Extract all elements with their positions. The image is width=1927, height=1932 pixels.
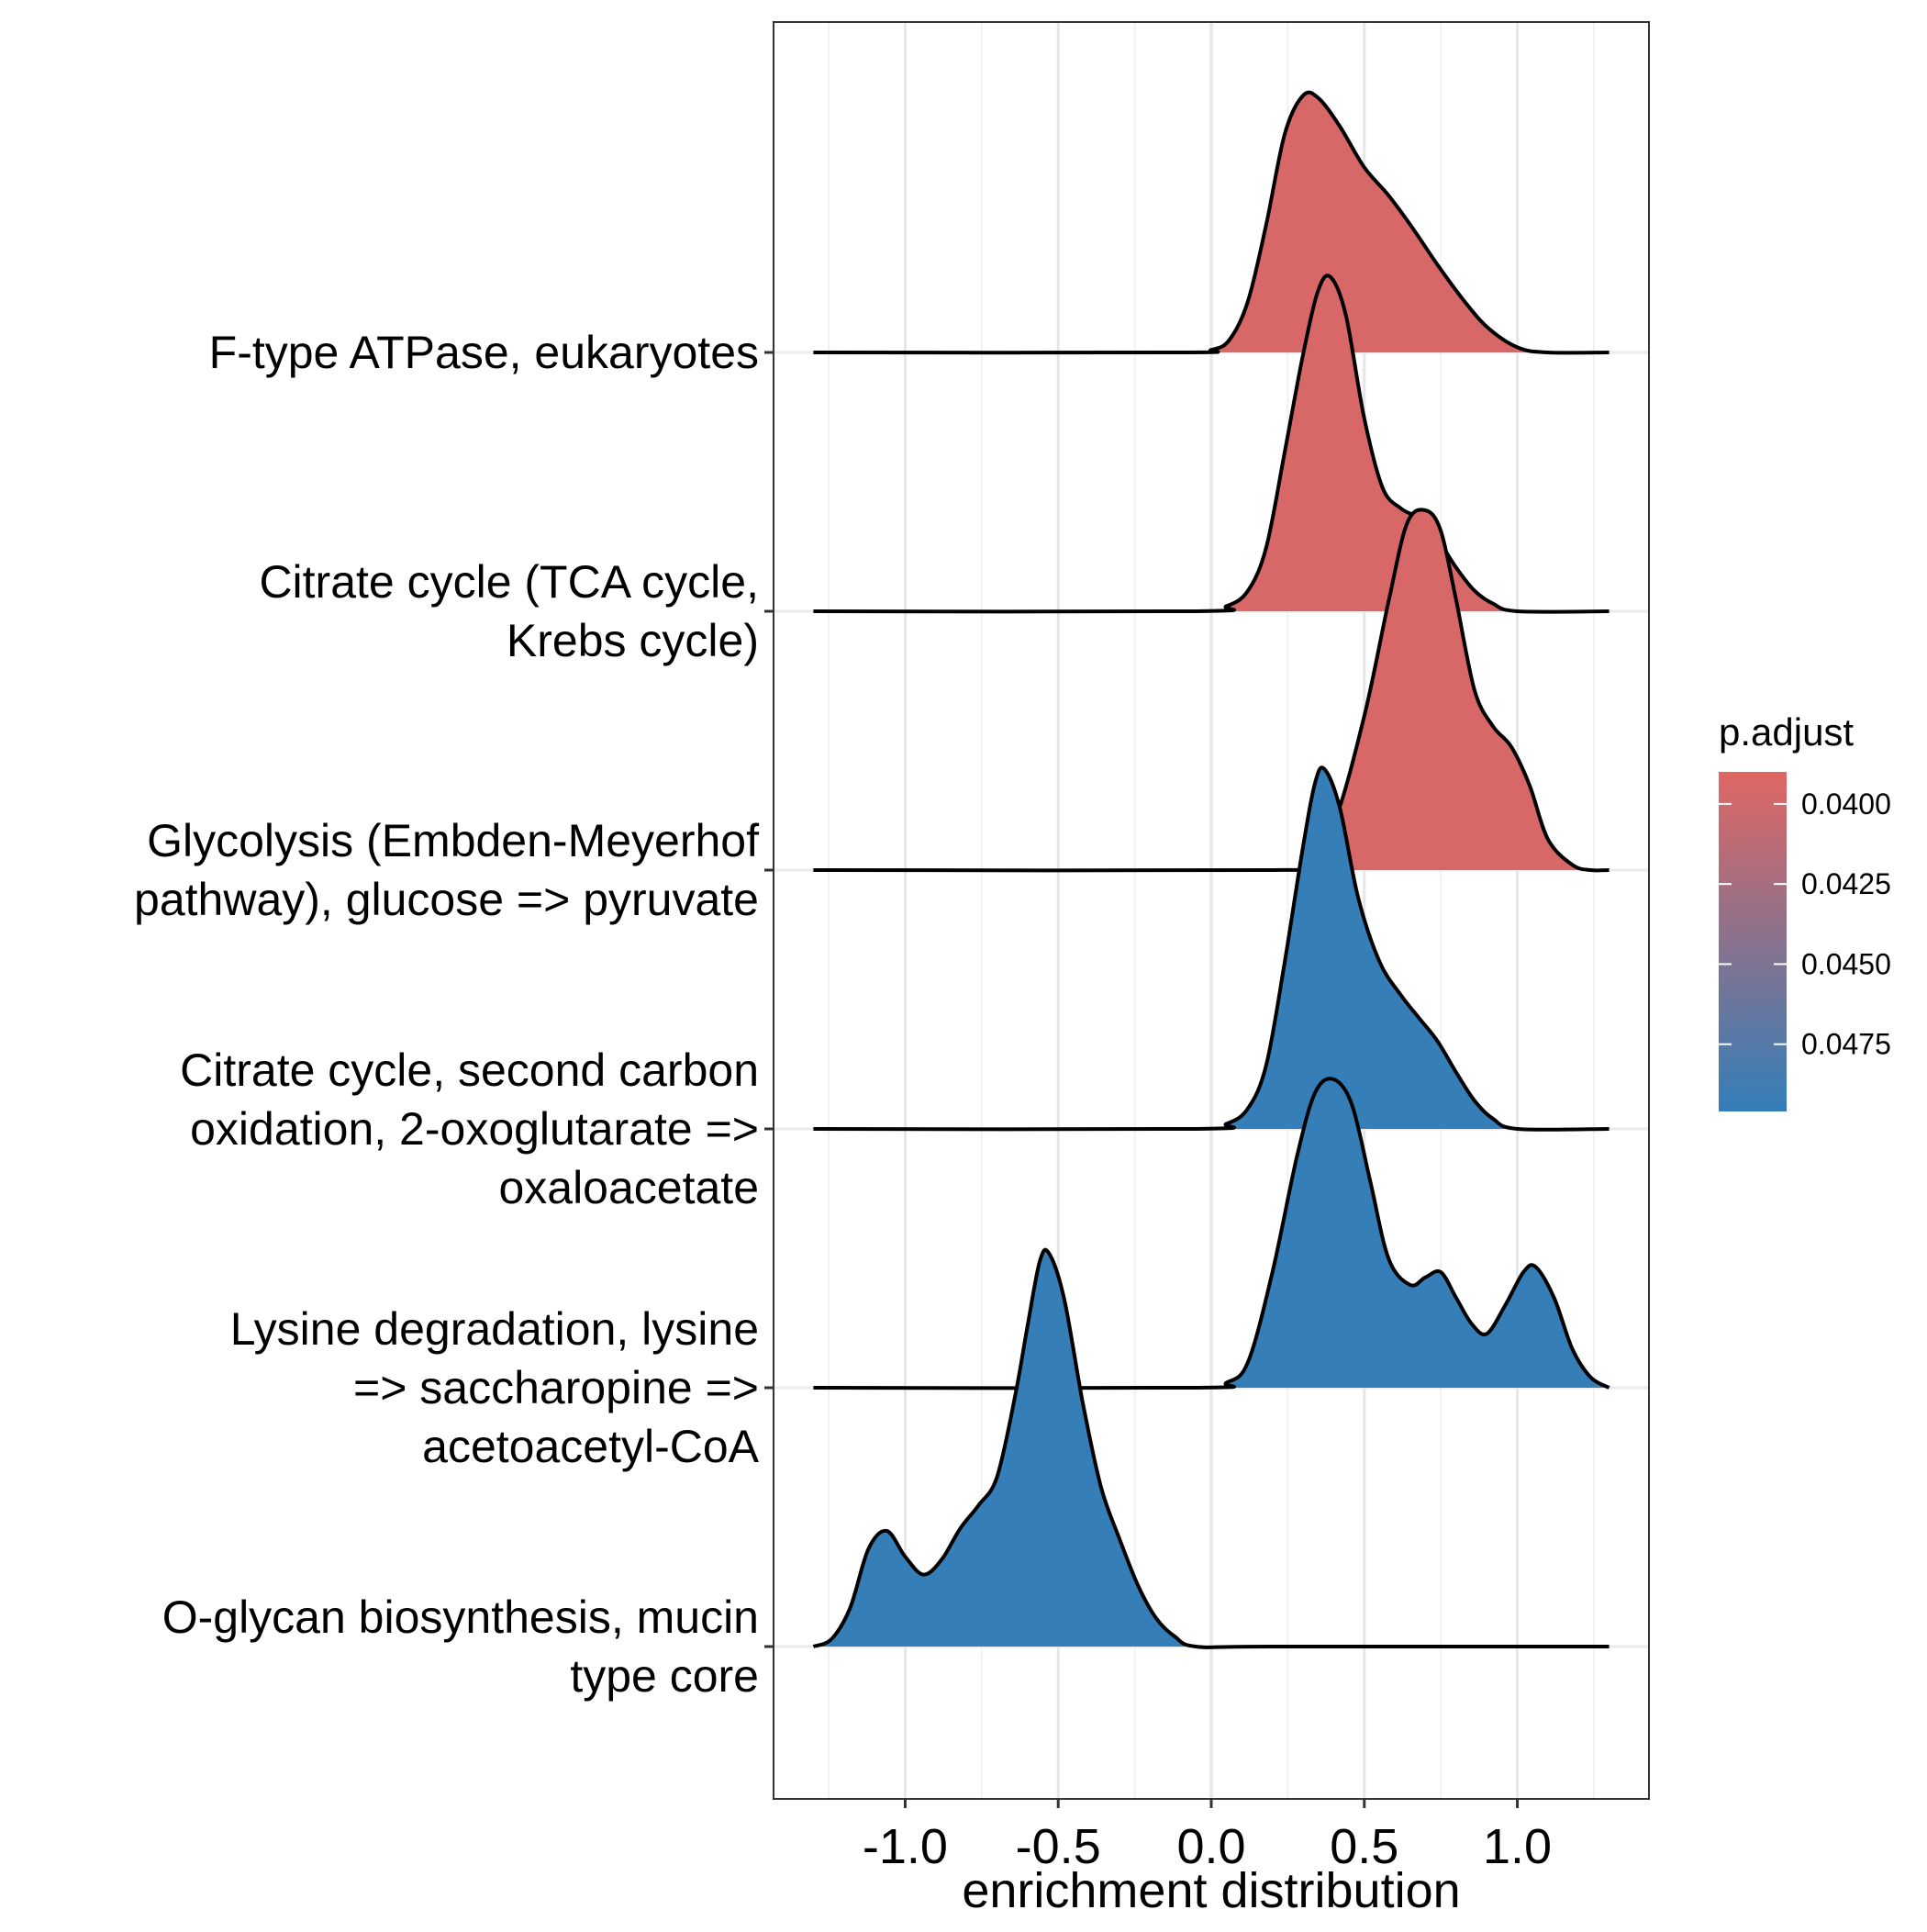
- x-tick-label: 0.5: [1330, 1819, 1398, 1874]
- ridge-1: [813, 90, 1610, 355]
- legend-tick-label: 0.0400: [1801, 787, 1891, 821]
- ridge-area: [813, 1249, 1610, 1647]
- ridge-4: [813, 765, 1610, 1132]
- y-tick-label: Citrate cycle, second carbon: [180, 1044, 759, 1096]
- x-axis-title: enrichment distribution: [962, 1863, 1460, 1918]
- x-tick-label: -1.0: [863, 1819, 948, 1874]
- y-tick-label: Glycolysis (Embden-Meyerhof: [147, 815, 759, 866]
- y-tick-label: oxaloacetate: [498, 1162, 759, 1213]
- ridge-5: [813, 1077, 1610, 1390]
- y-tick-label: O-glycan biosynthesis, mucin: [162, 1591, 759, 1643]
- ridge-area: [813, 1078, 1610, 1389]
- legend-colorbar: [1719, 772, 1787, 1111]
- ridge-line: [813, 274, 1610, 614]
- ridge-area: [813, 92, 1610, 353]
- x-tick-label: 0.0: [1176, 1819, 1245, 1874]
- x-tick-label: 1.0: [1483, 1819, 1552, 1874]
- ridge-area: [813, 509, 1610, 871]
- legend-tick-label: 0.0475: [1801, 1028, 1891, 1061]
- y-tick-label: Krebs cycle): [507, 615, 759, 666]
- ridge-line: [812, 1247, 1610, 1649]
- y-tick-label: pathway), glucose => pyruvate: [134, 874, 759, 925]
- ridge-6: [812, 1247, 1610, 1649]
- ridges: [812, 90, 1610, 1649]
- y-tick-label: Citrate cycle (TCA cycle,: [259, 556, 759, 608]
- y-tick-label: Lysine degradation, lysine: [230, 1303, 759, 1355]
- ridge-line: [813, 1077, 1610, 1390]
- x-tick-label: -0.5: [1016, 1819, 1101, 1874]
- y-tick-label: type core: [570, 1650, 759, 1702]
- y-tick-label: oxidation, 2-oxoglutarate =>: [190, 1103, 759, 1155]
- y-tick-label: F-type ATPase, eukaryotes: [209, 327, 759, 378]
- ridge-area: [813, 767, 1610, 1130]
- ridge-line: [813, 90, 1610, 355]
- legend-title: p.adjust: [1719, 710, 1854, 754]
- legend-tick-label: 0.0450: [1801, 947, 1891, 980]
- y-tick-label: acetoacetyl-CoA: [422, 1421, 759, 1472]
- legend-tick-label: 0.0425: [1801, 867, 1891, 900]
- ridge-line: [813, 765, 1610, 1132]
- y-tick-label: => saccharopine =>: [353, 1362, 759, 1413]
